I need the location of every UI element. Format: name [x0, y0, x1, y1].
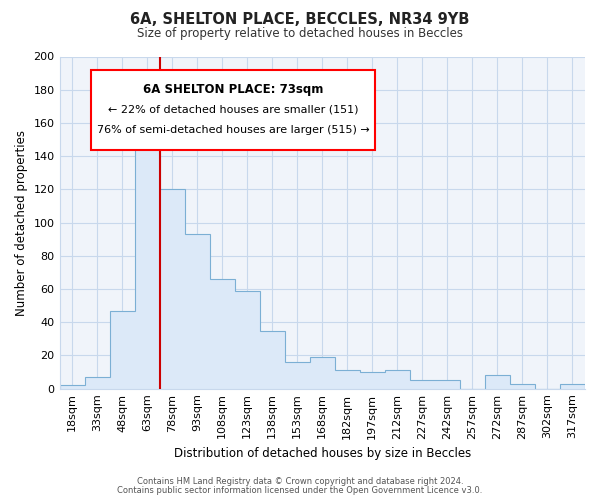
Text: 6A SHELTON PLACE: 73sqm: 6A SHELTON PLACE: 73sqm — [143, 82, 323, 96]
Text: 6A, SHELTON PLACE, BECCLES, NR34 9YB: 6A, SHELTON PLACE, BECCLES, NR34 9YB — [130, 12, 470, 28]
Text: ← 22% of detached houses are smaller (151): ← 22% of detached houses are smaller (15… — [107, 104, 358, 115]
Y-axis label: Number of detached properties: Number of detached properties — [15, 130, 28, 316]
Text: Contains HM Land Registry data © Crown copyright and database right 2024.: Contains HM Land Registry data © Crown c… — [137, 477, 463, 486]
X-axis label: Distribution of detached houses by size in Beccles: Distribution of detached houses by size … — [173, 447, 471, 460]
Text: 76% of semi-detached houses are larger (515) →: 76% of semi-detached houses are larger (… — [97, 125, 370, 135]
Text: Size of property relative to detached houses in Beccles: Size of property relative to detached ho… — [137, 28, 463, 40]
Text: Contains public sector information licensed under the Open Government Licence v3: Contains public sector information licen… — [118, 486, 482, 495]
FancyBboxPatch shape — [91, 70, 375, 150]
